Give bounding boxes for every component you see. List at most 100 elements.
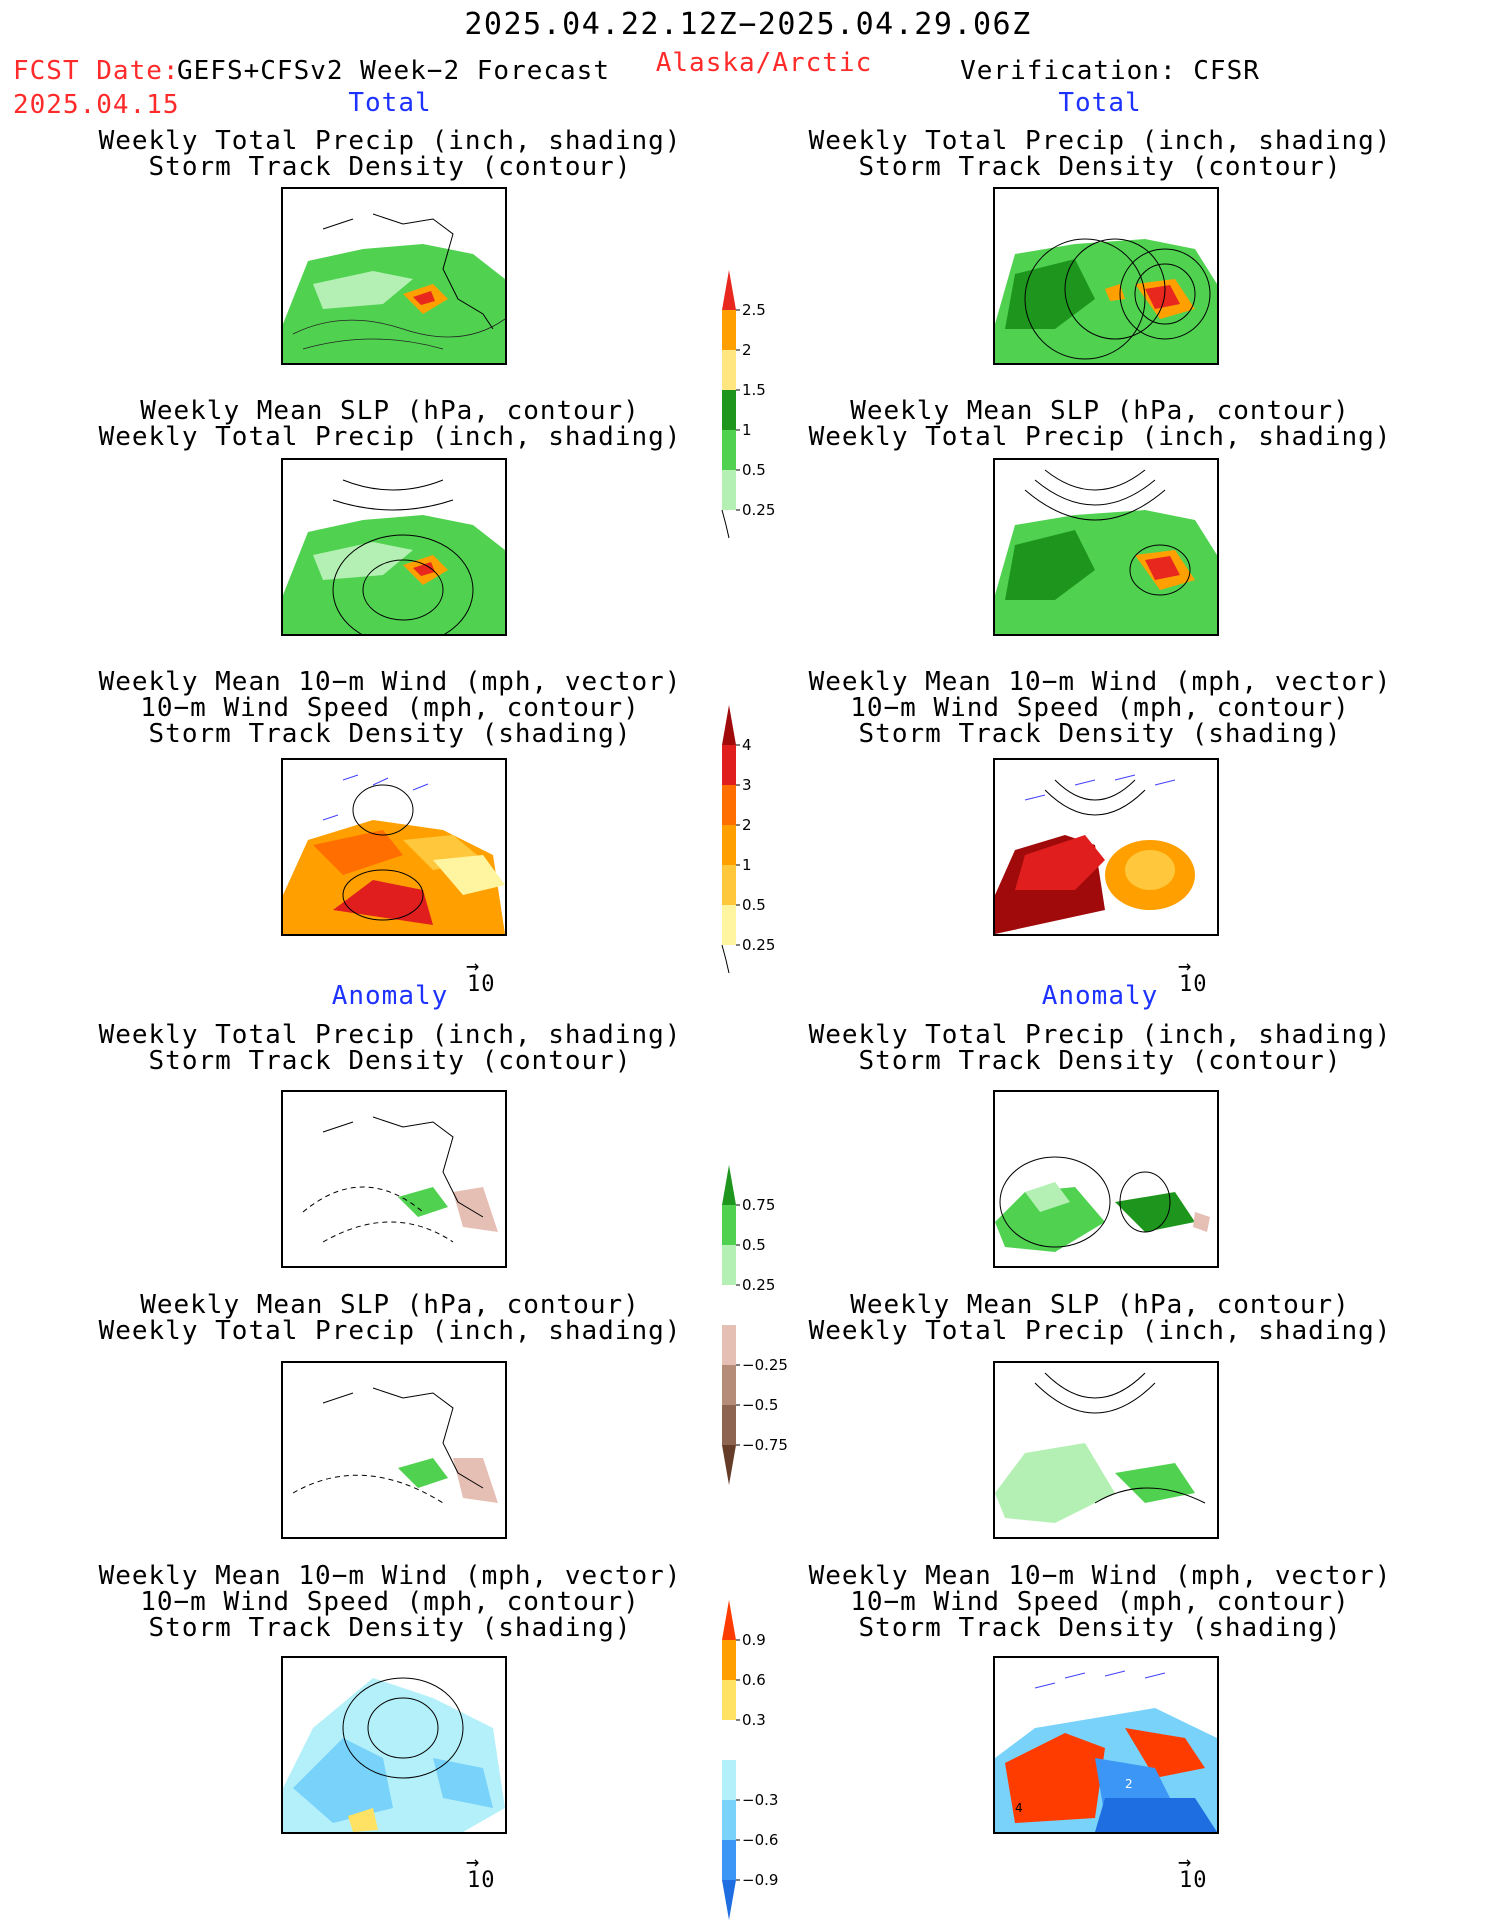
precip_total-label-5: 0.25 (742, 501, 775, 519)
vector-ref-label-l6: 10 (467, 1868, 496, 1893)
storm_total-swatch-5 (722, 905, 736, 945)
precip_anom-label-5: −0.75 (742, 1436, 788, 1454)
map-panel-precip-anomaly-forecast (281, 1090, 507, 1268)
precip_total-swatch-3 (722, 390, 736, 430)
title-l2-line2: Weekly Total Precip (inch, shading) (98, 422, 682, 452)
precip_anom-swatch-6 (722, 1405, 736, 1445)
storm_anom-swatch-6 (722, 1840, 736, 1880)
precip_anom-swatch-4 (722, 1325, 736, 1365)
title-r3-line2: 10−m Wind Speed (mph, contour) (850, 693, 1350, 723)
storm_anom-swatch-1 (722, 1640, 736, 1680)
title-r4-line1: Weekly Total Precip (inch, shading) (808, 1020, 1392, 1050)
precip_anom-swatch-2 (722, 1245, 736, 1285)
precip_total-label-0: 2.5 (742, 301, 766, 319)
title-l3-line2: 10−m Wind Speed (mph, contour) (140, 693, 640, 723)
storm_anom-swatch-5 (722, 1800, 736, 1840)
colorbar-precip-total: 2.5 2 1.5 1 0.5 0.25 (720, 270, 800, 554)
vector-ref-arrow-l6: → (466, 1850, 481, 1875)
precip_anom-swatch-0 (722, 1165, 736, 1205)
section-total-left: Total (348, 88, 432, 118)
title-l5-line2: Weekly Total Precip (inch, shading) (98, 1316, 682, 1346)
title-l3-line1: Weekly Mean 10−m Wind (mph, vector) (98, 667, 682, 697)
wind-anomaly-label-a: 4 (1015, 1801, 1023, 1815)
storm_anom-label-3: −0.3 (742, 1791, 778, 1809)
title-r5-line1: Weekly Mean SLP (hPa, contour) (850, 1290, 1350, 1320)
storm_anom-label-4: −0.6 (742, 1831, 778, 1849)
colorbar-precip-anomaly: 0.75 0.5 0.25 −0.25 −0.5 −0.75 (720, 1165, 800, 1485)
storm_total-label-5: 0.25 (742, 936, 775, 954)
storm_anom-label-1: 0.6 (742, 1671, 766, 1689)
wind-anomaly-label-b: 2 (1125, 1777, 1133, 1791)
date-range-title: 2025.04.22.12Z−2025.04.29.06Z (464, 7, 1032, 42)
map-panel-wind-anomaly-forecast (281, 1656, 507, 1834)
precip_total-swatch-0 (722, 270, 736, 310)
title-r4-line2: Storm Track Density (contour) (858, 1046, 1342, 1076)
title-l3-line3: Storm Track Density (shading) (148, 719, 632, 749)
precip_anom-label-4: −0.5 (742, 1396, 778, 1414)
storm_anom-label-2: 0.3 (742, 1711, 766, 1729)
precip_total-swatch-1 (722, 310, 736, 350)
precip_total-label-4: 0.5 (742, 461, 766, 479)
storm_anom-swatch-2 (722, 1680, 736, 1720)
vector-ref-label-r6: 10 (1179, 1868, 1208, 1893)
section-total-right: Total (1058, 88, 1142, 118)
precip_total-tail (721, 509, 730, 539)
title-r1-line1: Weekly Total Precip (inch, shading) (808, 126, 1392, 156)
fcst-date-value: 2025.04.15 (13, 90, 180, 120)
title-r2-line2: Weekly Total Precip (inch, shading) (808, 422, 1392, 452)
storm_total-label-0: 4 (742, 736, 752, 754)
vector-ref-label-r3: 10 (1179, 972, 1208, 997)
vector-ref-arrow-r6: → (1178, 1850, 1193, 1875)
precip_anom-swatch-1 (722, 1205, 736, 1245)
map-panel-slp-precip-verification (993, 458, 1219, 636)
precip_anom-swatch-7 (722, 1445, 736, 1485)
precip_anom-swatch-3 (722, 1285, 736, 1325)
title-l1-line2: Storm Track Density (contour) (148, 152, 632, 182)
vector-ref-label-l3: 10 (467, 972, 496, 997)
storm_total-label-1: 3 (742, 776, 752, 794)
title-r6-line1: Weekly Mean 10−m Wind (mph, vector) (808, 1561, 1392, 1591)
region-label: Alaska/Arctic (655, 48, 873, 78)
storm_total-label-2: 2 (742, 816, 752, 834)
storm_anom-swatch-3 (722, 1720, 736, 1760)
colorbar-storm-total: 4 3 2 1 0.5 0.25 (720, 705, 800, 989)
precip_total-swatch-5 (722, 470, 736, 510)
storm_total-swatch-3 (722, 825, 736, 865)
map-panel-precip-anomaly-verification (993, 1090, 1219, 1268)
precip_anom-swatch-5 (722, 1365, 736, 1405)
precip_total-label-3: 1 (742, 421, 752, 439)
fcst-date-label: FCST Date: (13, 56, 180, 86)
title-l6-line2: 10−m Wind Speed (mph, contour) (140, 1587, 640, 1617)
storm_total-label-3: 1 (742, 856, 752, 874)
precip_total-label-1: 2 (742, 341, 752, 359)
vector-ref-arrow-l3: → (466, 954, 481, 979)
storm_total-swatch-2 (722, 785, 736, 825)
precip_total-swatch-2 (722, 350, 736, 390)
title-r2-line1: Weekly Mean SLP (hPa, contour) (850, 396, 1350, 426)
map-panel-wind-storm-verification (993, 758, 1219, 936)
storm_total-swatch-0 (722, 705, 736, 745)
map-panel-slp-anomaly-verification (993, 1361, 1219, 1539)
map-panel-slp-anomaly-forecast (281, 1361, 507, 1539)
title-r3-line3: Storm Track Density (shading) (858, 719, 1342, 749)
title-l6-line3: Storm Track Density (shading) (148, 1613, 632, 1643)
storm_anom-label-0: 0.9 (742, 1631, 766, 1649)
precip_anom-label-3: −0.25 (742, 1356, 788, 1374)
forecast-name: GEFS+CFSv2 Week−2 Forecast (177, 56, 610, 86)
vector-ref-arrow-r3: → (1178, 954, 1193, 979)
title-r5-line2: Weekly Total Precip (inch, shading) (808, 1316, 1392, 1346)
map-panel-wind-storm-forecast (281, 758, 507, 936)
title-r6-line2: 10−m Wind Speed (mph, contour) (850, 1587, 1350, 1617)
title-r1-line2: Storm Track Density (contour) (858, 152, 1342, 182)
storm_total-swatch-4 (722, 865, 736, 905)
section-anomaly-left: Anomaly (331, 981, 449, 1011)
storm_anom-swatch-4 (722, 1760, 736, 1800)
precip_anom-label-2: 0.25 (742, 1276, 775, 1294)
title-l4-line1: Weekly Total Precip (inch, shading) (98, 1020, 682, 1050)
map-panel-total-precip-forecast (281, 187, 507, 365)
map-panel-slp-precip-forecast (281, 458, 507, 636)
map-panel-total-precip-verification (993, 187, 1219, 365)
map-panel-wind-anomaly-verification: 4 2 (993, 1656, 1219, 1834)
title-r6-line3: Storm Track Density (shading) (858, 1613, 1342, 1643)
title-l2-line1: Weekly Mean SLP (hPa, contour) (140, 396, 640, 426)
